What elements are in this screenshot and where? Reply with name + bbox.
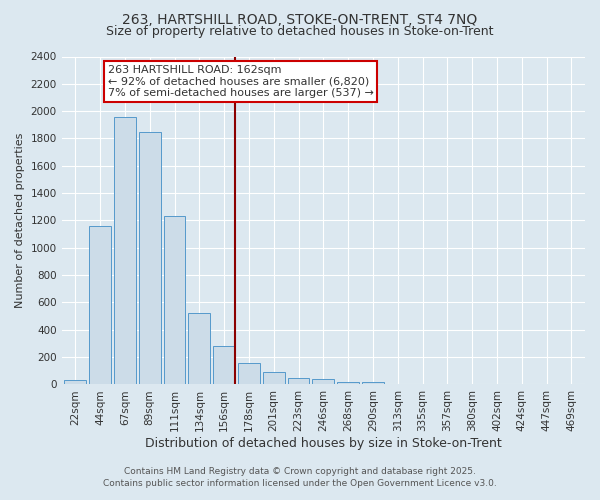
Bar — [213, 346, 235, 385]
Bar — [313, 379, 334, 384]
Bar — [89, 226, 111, 384]
Text: Size of property relative to detached houses in Stoke-on-Trent: Size of property relative to detached ho… — [106, 25, 494, 38]
Bar — [139, 132, 161, 384]
Text: 263 HARTSHILL ROAD: 162sqm
← 92% of detached houses are smaller (6,820)
7% of se: 263 HARTSHILL ROAD: 162sqm ← 92% of deta… — [107, 64, 373, 98]
Bar — [188, 314, 210, 384]
X-axis label: Distribution of detached houses by size in Stoke-on-Trent: Distribution of detached houses by size … — [145, 437, 502, 450]
Bar — [263, 372, 284, 384]
Bar — [362, 382, 384, 384]
Bar — [114, 116, 136, 384]
Bar — [64, 380, 86, 384]
Y-axis label: Number of detached properties: Number of detached properties — [15, 133, 25, 308]
Text: Contains HM Land Registry data © Crown copyright and database right 2025.
Contai: Contains HM Land Registry data © Crown c… — [103, 466, 497, 487]
Text: 263, HARTSHILL ROAD, STOKE-ON-TRENT, ST4 7NQ: 263, HARTSHILL ROAD, STOKE-ON-TRENT, ST4… — [122, 12, 478, 26]
Bar — [164, 216, 185, 384]
Bar — [238, 364, 260, 384]
Bar — [337, 382, 359, 384]
Bar — [287, 378, 310, 384]
